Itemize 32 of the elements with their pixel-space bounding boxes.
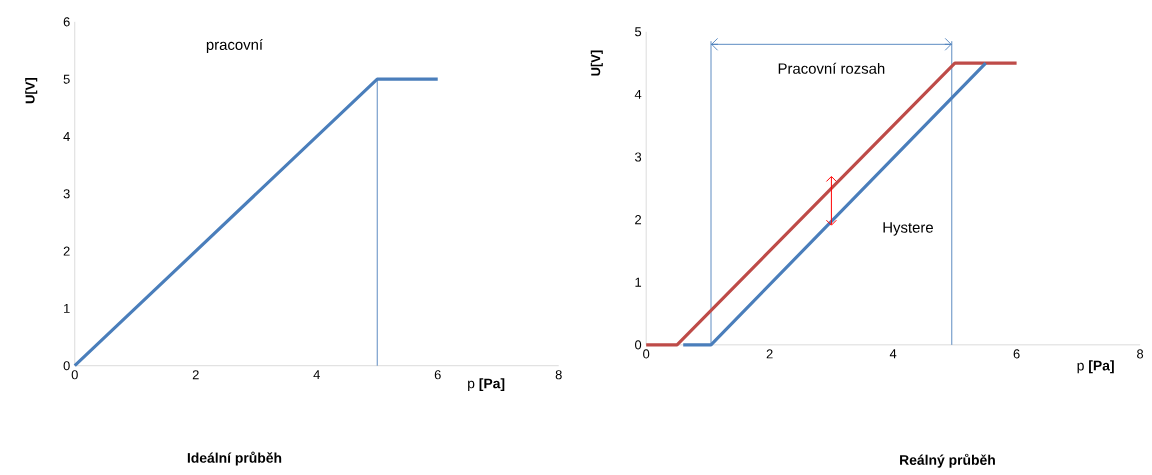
ref-line-label: Pracovní rozsah <box>778 62 885 74</box>
x-tick-label: 6 <box>434 370 441 380</box>
annotation: Hystere <box>883 222 933 236</box>
x-tick-label: 8 <box>555 370 562 380</box>
x-tick-label: 8 <box>1137 349 1144 359</box>
x-tick-label: 0 <box>643 349 650 359</box>
y-tick-label: 5 <box>63 74 70 84</box>
x-tick-label: 2 <box>766 349 773 359</box>
y-tick-label: 0 <box>635 340 642 350</box>
x-axis-title: p [Pa] <box>468 378 505 392</box>
text: Ideální průběh <box>187 451 282 466</box>
y-tick-label: 2 <box>63 246 70 256</box>
y-axis-title: U[V] <box>590 50 603 76</box>
y-tick-label: 4 <box>634 89 642 99</box>
y-tick-label: 3 <box>634 152 642 162</box>
y-tick-label: 4 <box>63 132 70 141</box>
x-tick-label: 0 <box>71 370 78 380</box>
y-tick-label: 3 <box>63 189 70 199</box>
x-tick-label: 2 <box>192 370 199 380</box>
text: Reálný průběh <box>900 453 995 468</box>
y-axis-title: U[V] <box>25 78 38 104</box>
y-tick-label: 1 <box>635 277 642 287</box>
y-tick-label: 2 <box>635 215 642 225</box>
y-tick-label: 0 <box>63 361 70 371</box>
x-tick-label: 4 <box>889 349 897 359</box>
y-tick-label: 1 <box>64 303 70 313</box>
annotation: pracovní <box>206 38 263 53</box>
x-tick-label: 4 <box>313 370 320 380</box>
x-tick-label: 6 <box>1013 349 1020 359</box>
x-axis-title: p [Pa] <box>1077 360 1114 374</box>
y-tick-label: 5 <box>635 27 642 37</box>
y-tick-label: 6 <box>63 17 70 27</box>
